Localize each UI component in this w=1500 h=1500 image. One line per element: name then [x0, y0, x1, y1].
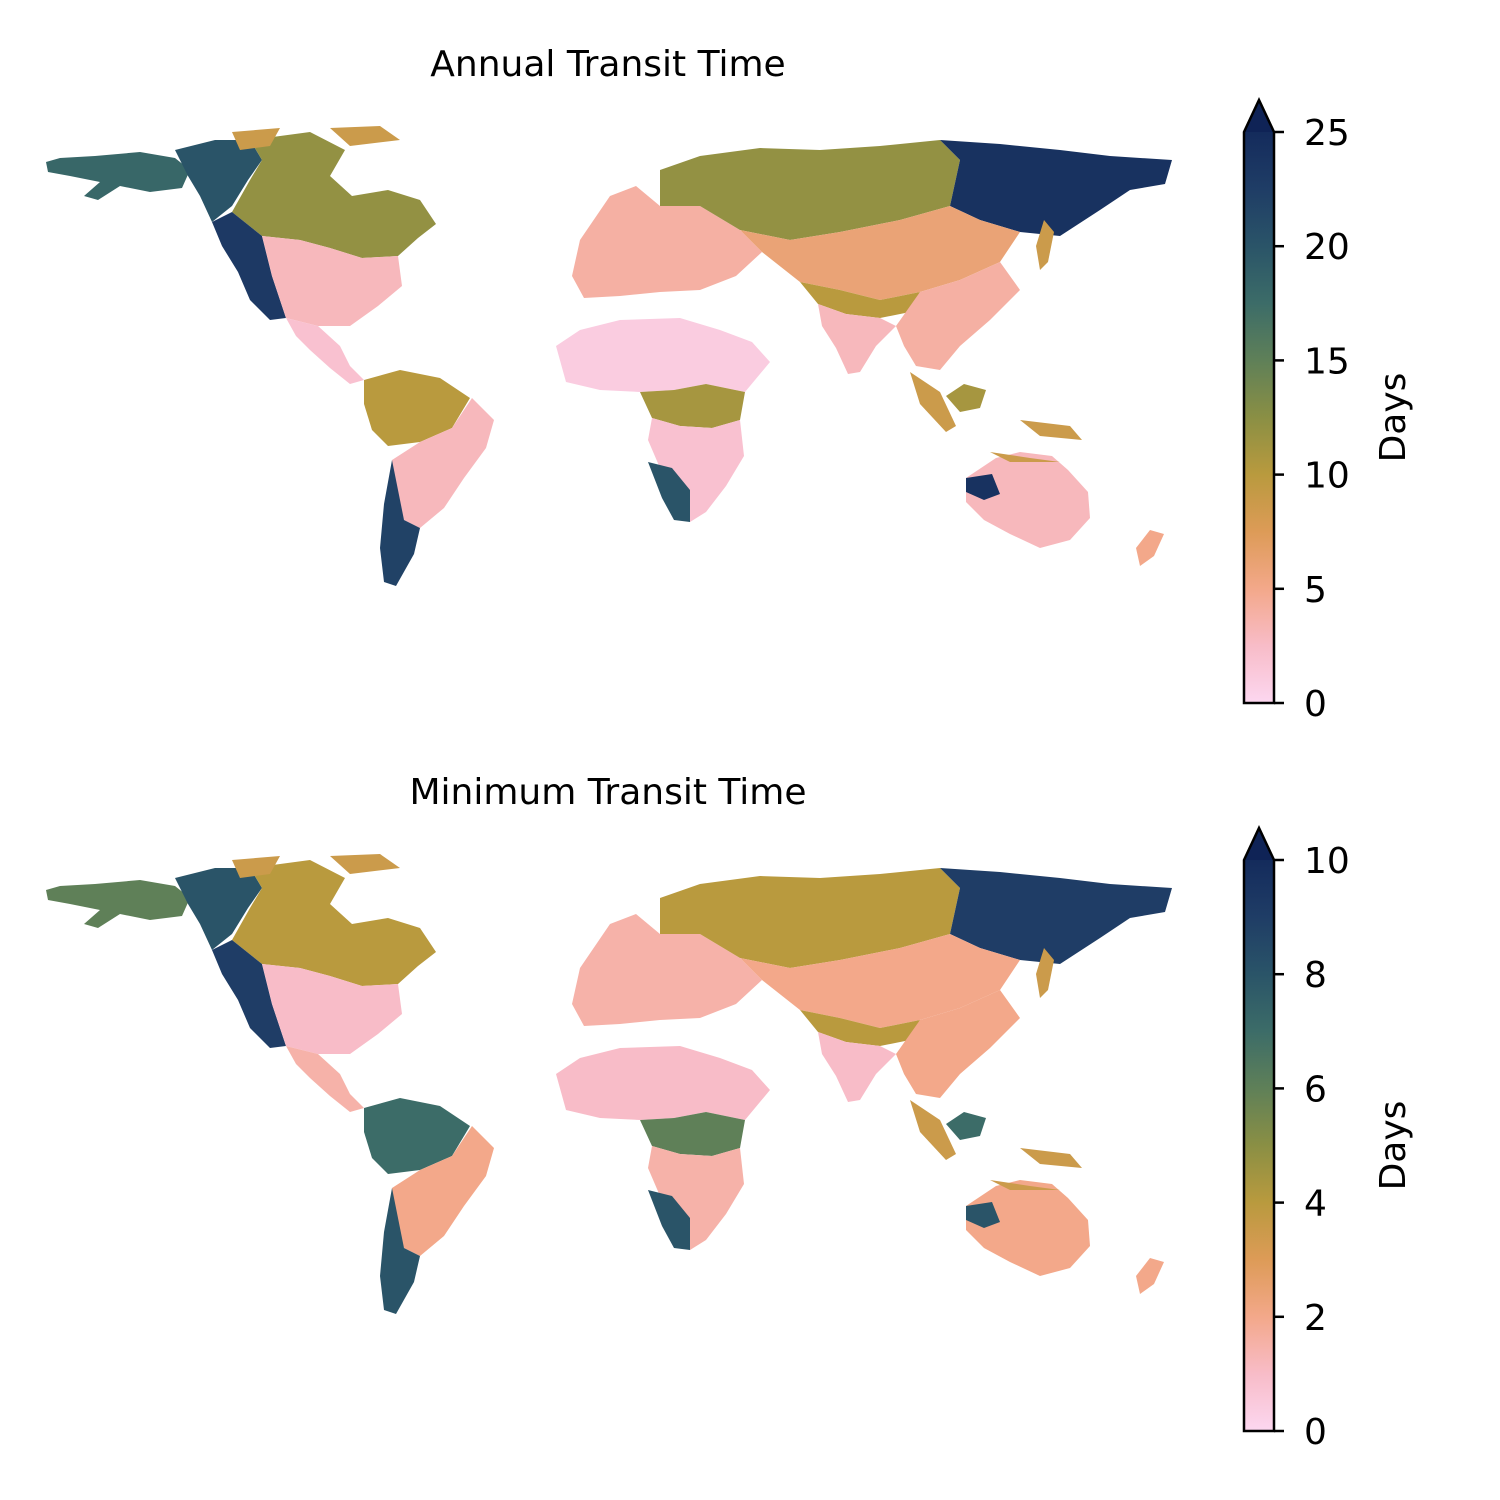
land-region-north-america-south [262, 236, 402, 326]
land-region-rockies [212, 940, 286, 1048]
colorbar-tick-label: 6 [1304, 1069, 1327, 1110]
land-region-congo [640, 384, 745, 428]
minimum-map-figure: 0 2 4 6 8 10 Days [46, 825, 1414, 1453]
land-island [232, 856, 280, 878]
land-region-rockies [212, 212, 286, 320]
land-region-southeast-asia [896, 990, 1020, 1098]
land-region-siberia-east [940, 140, 1172, 236]
land-region-patagonia [380, 460, 420, 586]
land-region-australia-west [966, 1202, 1000, 1228]
colorbar: 0 2 4 6 8 10 Days [1242, 825, 1414, 1453]
land-region-amazon [364, 370, 470, 446]
colorbar-tick-label: 0 [1304, 684, 1327, 725]
land-island [910, 372, 956, 432]
map-title: Annual Transit Time [430, 44, 786, 85]
land-island [1036, 948, 1054, 998]
annual-map-figure: 0 5 10 15 20 25 Days [46, 97, 1414, 725]
land-region-central-asia [740, 934, 1020, 1028]
land-region-canada-west [175, 140, 262, 222]
land-region-south-america-east [392, 398, 494, 528]
land-region-kalahari [648, 1190, 690, 1250]
land-region-patagonia [380, 1188, 420, 1314]
colorbar-label: Days [1373, 1101, 1414, 1191]
colorbar-bar [1244, 132, 1274, 703]
minimum-transit-time-panel: Minimum Transit Time 0 2 4 6 8 10 Days [0, 728, 1500, 1458]
land-island [330, 854, 400, 874]
land-island [910, 1100, 956, 1160]
world-map-land [46, 126, 1172, 586]
colorbar-tick-label: 5 [1304, 570, 1327, 611]
land-region-europe [572, 186, 762, 298]
land-region-alaska [46, 880, 190, 928]
land-region-southeast-asia [896, 262, 1020, 370]
colorbar-tick-label: 10 [1304, 841, 1350, 882]
colorbar-outline [1242, 97, 1276, 705]
land-island [1020, 1148, 1082, 1168]
land-region-india [818, 1032, 896, 1102]
map-title: Minimum Transit Time [409, 772, 807, 813]
land-region-australia-west [966, 474, 1000, 500]
land-region-south-america-east [392, 1126, 494, 1256]
colorbar-tick-label: 4 [1304, 1184, 1327, 1225]
land-region-siberia-west [660, 868, 960, 968]
land-region-europe [572, 914, 762, 1026]
land-region-borneo [946, 1112, 986, 1140]
land-island [990, 1180, 1060, 1190]
land-island [990, 452, 1060, 462]
land-region-amazon [364, 1098, 470, 1174]
colorbar-tick-label: 25 [1304, 113, 1350, 154]
land-region-north-america-south [262, 964, 402, 1054]
colorbar-tick-label: 15 [1304, 341, 1350, 382]
colorbar: 0 5 10 15 20 25 Days [1242, 97, 1414, 725]
land-region-alaska [46, 152, 190, 200]
land-region-siberia-east [940, 868, 1172, 964]
land-region-kalahari [648, 462, 690, 522]
colorbar-tick-label: 8 [1304, 955, 1327, 996]
land-region-new-zealand [1136, 1258, 1164, 1294]
colorbar-extend-arrow [1244, 828, 1274, 860]
land-region-tibet [800, 1010, 920, 1046]
land-region-australia-inland [966, 452, 1090, 548]
land-region-sahara-sahel [556, 318, 770, 392]
land-region-central-america [286, 1046, 364, 1112]
colorbar-tick-label: 10 [1304, 456, 1350, 497]
land-region-tibet [800, 282, 920, 318]
land-region-india [818, 304, 896, 374]
colorbar-tick-label: 0 [1304, 1412, 1327, 1453]
colorbar-tick-label: 20 [1304, 227, 1350, 268]
colorbar-tick-label: 2 [1304, 1298, 1327, 1339]
land-region-congo [640, 1112, 745, 1156]
land-region-australia-inland [966, 1180, 1090, 1276]
land-island [1020, 420, 1082, 440]
land-island [1036, 220, 1054, 270]
land-region-sahara-sahel [556, 1046, 770, 1120]
colorbar-outline [1242, 825, 1276, 1433]
world-map-land [46, 854, 1172, 1314]
land-region-siberia-west [660, 140, 960, 240]
land-island [330, 126, 400, 146]
annual-transit-time-panel: Annual Transit Time 0 5 10 15 20 25 Days [0, 0, 1500, 730]
colorbar-extend-arrow [1244, 100, 1274, 132]
land-region-north-america-north [232, 860, 436, 986]
land-region-canada-west [175, 868, 262, 950]
land-region-new-zealand [1136, 530, 1164, 566]
land-region-central-america [286, 318, 364, 384]
land-island [232, 128, 280, 150]
colorbar-label: Days [1373, 373, 1414, 463]
land-region-central-asia [740, 206, 1020, 300]
land-region-north-america-north [232, 132, 436, 258]
land-region-borneo [946, 384, 986, 412]
colorbar-bar [1244, 860, 1274, 1431]
